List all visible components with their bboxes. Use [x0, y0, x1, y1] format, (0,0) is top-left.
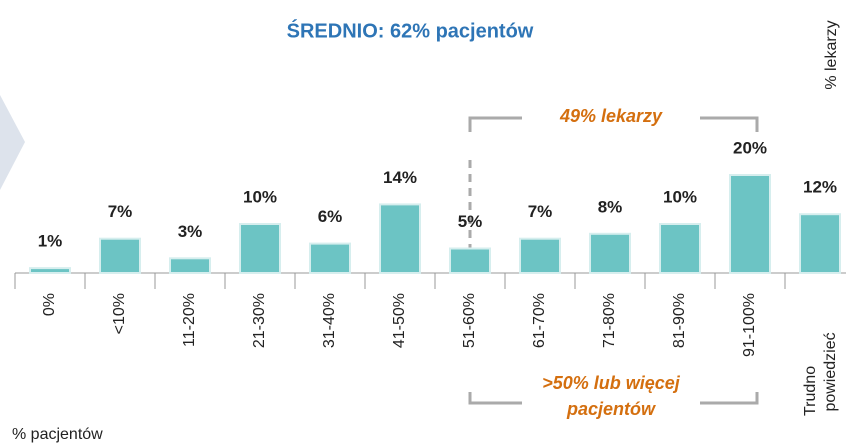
data-label: 7% [528, 202, 553, 221]
bar [29, 267, 71, 275]
data-label: 3% [178, 222, 203, 241]
data-label: 10% [243, 187, 277, 206]
chart-title: ŚREDNIO: 62% pacjentów [287, 18, 534, 42]
data-label: 10% [663, 187, 697, 206]
bar [309, 242, 351, 275]
x-tick-label: 11-20% [181, 293, 198, 347]
data-label: 1% [38, 232, 63, 251]
x-tick-label: 81-90% [671, 293, 688, 348]
x-tick-label: 41-50% [391, 293, 408, 348]
x-tick-label: 0% [41, 293, 58, 316]
bar [659, 223, 701, 274]
x-tick-label: 21-30% [251, 293, 268, 348]
data-label: 20% [733, 138, 767, 157]
x-tick-label: 91-100% [741, 293, 758, 357]
bar [99, 237, 141, 274]
decoration [0, 95, 25, 190]
bar [169, 257, 211, 274]
data-label: 7% [108, 202, 133, 221]
x-tick-label: 51-60% [461, 293, 478, 348]
x-tick-label: 71-80% [601, 293, 618, 348]
x-tick-label: <10% [111, 293, 128, 334]
x-tick-label: 61-70% [531, 293, 548, 348]
data-label: 14% [383, 168, 417, 187]
data-label: 12% [803, 178, 837, 197]
bar [799, 213, 841, 274]
bar [589, 232, 631, 275]
bar [449, 247, 491, 274]
data-label: 5% [458, 212, 483, 231]
data-label: 8% [598, 197, 623, 216]
annotation: pacjentów [566, 399, 656, 419]
annotation: 49% lekarzy [559, 106, 663, 126]
bracket [468, 116, 759, 405]
bar [729, 174, 771, 274]
annotation: >50% lub więcej [542, 373, 681, 393]
bar [239, 223, 281, 274]
bar [379, 203, 421, 274]
y-axis-label: % lekarzy [823, 20, 840, 89]
x-axis-label: % pacjentów [12, 426, 103, 443]
x-tick-label: 31-40% [321, 293, 338, 348]
x-tick-label: Trudno powiedzieć [802, 332, 839, 416]
data-label: 6% [318, 207, 343, 226]
bar [519, 237, 561, 274]
